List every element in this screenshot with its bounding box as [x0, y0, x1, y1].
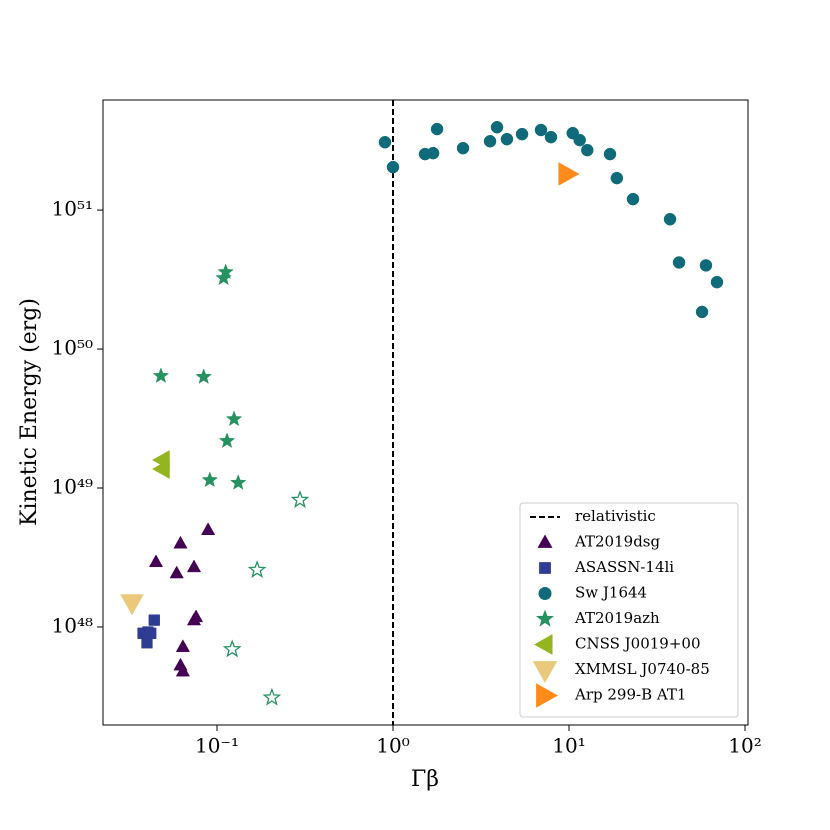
data-point: [169, 565, 184, 579]
data-point: [247, 560, 267, 578]
data-point: [430, 122, 444, 136]
legend-label: Arp 299-B AT1: [574, 686, 686, 704]
legend-label: CNSS J0019+00: [575, 635, 701, 653]
legend-swatch: [536, 683, 559, 708]
data-point: [483, 135, 497, 148]
x-tick-label: 10⁰: [376, 734, 409, 758]
data-point: [229, 474, 247, 490]
y-axis-label: Kinetic Energy (erg): [17, 298, 42, 526]
data-point: [456, 141, 470, 155]
legend-swatch: [536, 609, 554, 627]
legend-label: ASASSN-14li: [574, 558, 674, 576]
data-point: [490, 120, 504, 134]
legend-box: [519, 502, 739, 718]
data-point: [672, 256, 686, 269]
x-axis-label: Γβ: [411, 767, 439, 792]
legend-swatch: [533, 634, 553, 655]
plot-frame: [102, 99, 749, 726]
y-tick-label: 10⁴⁸: [52, 613, 93, 637]
data-point: [515, 127, 529, 141]
data-point: [558, 162, 580, 186]
data-point: [175, 639, 190, 652]
data-point: [145, 627, 157, 639]
data-point: [262, 687, 282, 706]
data-point: [695, 305, 709, 319]
data-point: [386, 160, 400, 174]
data-point: [152, 367, 170, 384]
data-point: [201, 471, 219, 488]
data-point: [186, 559, 202, 573]
x-tick-label: 10¹: [552, 734, 585, 758]
y-tick-label: 10⁵¹: [52, 197, 93, 221]
x-tick-label: 10²: [728, 734, 761, 758]
x-tick-label: 10⁻¹: [195, 734, 239, 758]
data-point: [663, 212, 677, 226]
data-point: [222, 639, 242, 658]
data-point: [201, 522, 216, 535]
data-point: [195, 368, 212, 384]
data-point: [225, 410, 243, 427]
legend-label: relativistic: [575, 507, 656, 525]
data-point: [581, 143, 594, 157]
data-point: [426, 146, 440, 160]
legend-label: AT2019dsg: [574, 533, 660, 551]
data-point: [215, 269, 232, 286]
data-point: [378, 135, 392, 149]
data-point: [120, 594, 144, 616]
legend-label: AT2019azh: [574, 609, 660, 627]
data-point: [173, 535, 188, 549]
data-point: [151, 459, 170, 479]
legend-label: XMMSL J0740-85: [575, 660, 710, 678]
data-point: [573, 133, 586, 147]
data-point: [603, 147, 617, 161]
legend-swatch: [537, 534, 553, 548]
data-point: [186, 612, 202, 626]
data-point: [534, 123, 548, 137]
data-point: [610, 171, 624, 185]
y-tick-label: 10⁵⁰: [52, 336, 93, 360]
y-tick-label: 10⁴⁹: [52, 475, 93, 499]
legend-swatch: [532, 661, 558, 684]
data-point: [148, 554, 164, 568]
data-point: [148, 614, 160, 626]
legend-swatch: [539, 562, 551, 574]
legend-swatch: [538, 587, 552, 600]
data-point: [141, 637, 153, 649]
data-point: [626, 192, 640, 206]
data-point: [699, 259, 713, 272]
data-point: [710, 275, 724, 289]
data-point: [544, 130, 558, 144]
data-point: [175, 663, 190, 677]
data-point: [500, 132, 514, 146]
data-point: [290, 490, 310, 508]
data-point: [218, 432, 236, 449]
legend-label: Sw J1644: [575, 584, 647, 602]
